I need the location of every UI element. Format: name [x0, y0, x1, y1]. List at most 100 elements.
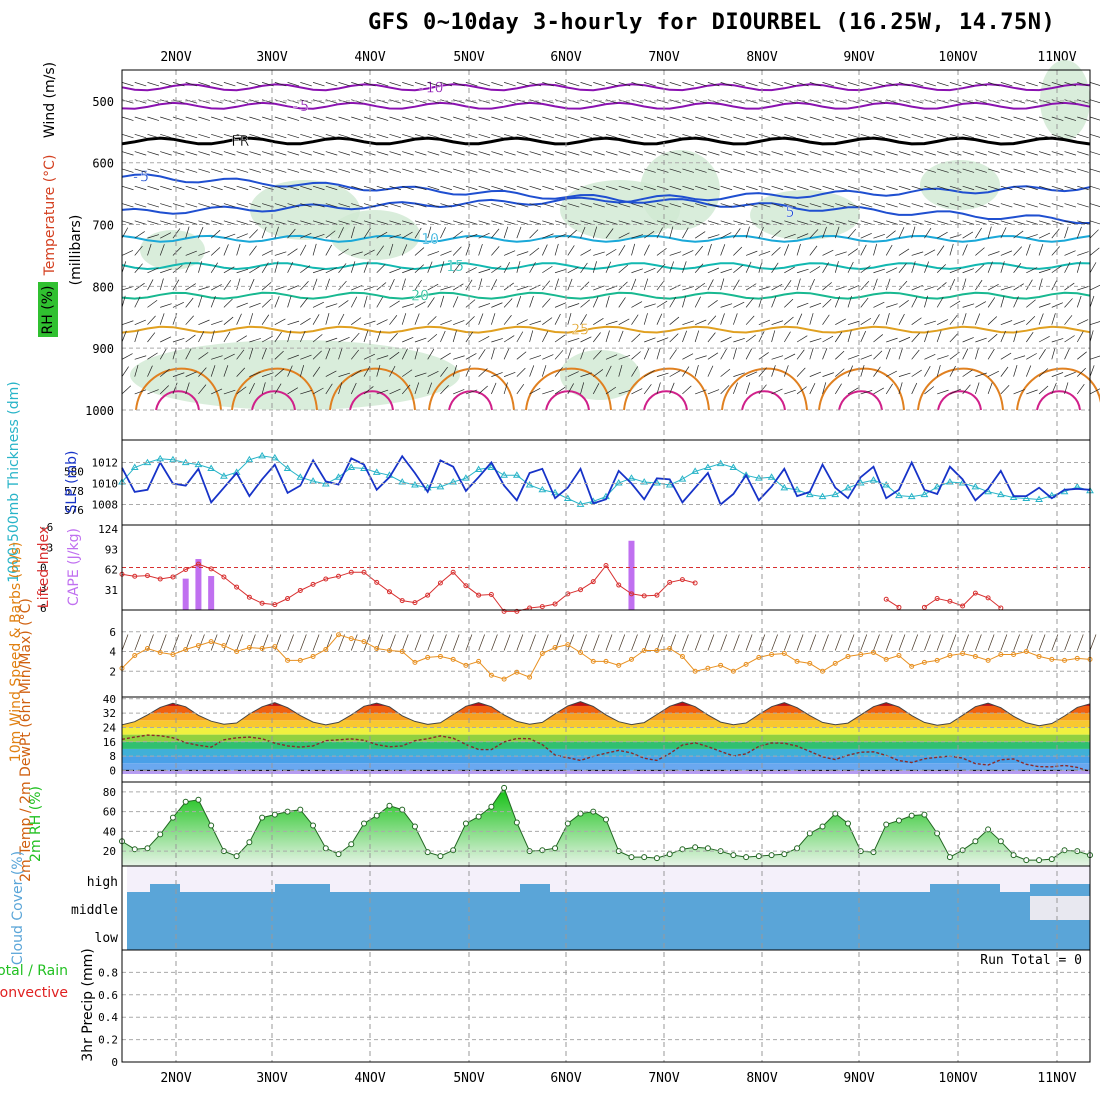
- wind-barb: [656, 347, 661, 360]
- wind-barb: [312, 82, 325, 87]
- wind-barb: [656, 185, 669, 191]
- rh-point: [259, 814, 266, 821]
- wind-barb: [1077, 367, 1086, 377]
- wind-barb: [835, 116, 847, 121]
- wind-barb: [580, 185, 593, 191]
- wind-barb: [860, 99, 873, 104]
- wind-barb: [210, 284, 222, 291]
- wind-barb: [796, 185, 809, 191]
- wind-barb: [338, 133, 351, 139]
- wind-barb: [937, 355, 949, 360]
- wind-barb: [886, 116, 898, 121]
- temp-band: [122, 734, 1090, 742]
- rh-shade: [920, 160, 1000, 210]
- x-tick-label-bottom: 5NOV: [453, 1071, 484, 1086]
- wind-barb: [592, 332, 601, 343]
- wind-speed-point: [820, 668, 826, 674]
- wind-barb: [873, 366, 881, 377]
- wind-barb: [605, 295, 610, 308]
- wind-barb: [440, 250, 452, 256]
- wind-barb: [440, 384, 449, 395]
- y-tick-label: 580: [64, 465, 84, 478]
- wind-barb: [771, 388, 783, 395]
- wind-barb: [822, 249, 834, 256]
- wind-barb: [924, 353, 936, 360]
- wind-barb: [172, 337, 185, 343]
- wind-barb: [669, 133, 682, 139]
- wind-barb: [274, 251, 287, 256]
- wind-barb: [134, 133, 147, 139]
- y-tick-label: 4: [109, 646, 116, 659]
- wind-barb: [643, 634, 651, 651]
- wind-barb: [1013, 330, 1018, 343]
- wind-barb: [351, 82, 363, 87]
- temp-band: [122, 741, 1090, 749]
- wind-barb: [644, 303, 656, 308]
- wind-barb: [427, 297, 435, 308]
- wind-barb: [554, 185, 567, 191]
- wind-barb: [758, 352, 769, 360]
- wind-speed-point: [909, 663, 915, 669]
- wind-barb: [758, 133, 771, 139]
- wind-barb: [478, 385, 488, 395]
- y-tick-label: 2: [109, 665, 116, 678]
- wind-barb: [160, 232, 172, 239]
- wind-barb: [134, 220, 147, 225]
- wind-barb: [299, 634, 307, 651]
- wind-barb: [707, 267, 720, 274]
- wind-barb: [911, 226, 916, 239]
- wind-barb: [669, 82, 682, 87]
- wind-barb: [758, 319, 771, 326]
- wind-barb: [376, 185, 389, 191]
- wind-barb: [274, 185, 287, 191]
- wind-barb: [1026, 234, 1038, 239]
- wind-barb: [274, 116, 287, 121]
- wind-barb: [873, 99, 886, 104]
- ylabel-temp2m: 2m Temp / 2m DewPt (6hr Min/Max) (°C): [18, 598, 34, 882]
- wind-barb: [1051, 168, 1064, 173]
- wind-barb: [147, 220, 160, 225]
- wind-barb: [478, 243, 483, 256]
- wind-barb: [249, 203, 261, 208]
- wind-barb: [834, 296, 840, 308]
- wind-barb: [223, 133, 236, 139]
- wind-speed-point: [883, 656, 889, 662]
- wind-barb: [249, 185, 261, 191]
- wind-barb: [1013, 365, 1018, 377]
- cape-bar: [182, 578, 189, 610]
- wind-barb: [554, 243, 559, 256]
- wind-barb: [631, 82, 644, 87]
- wind-barb: [453, 185, 465, 191]
- wind-barb: [886, 133, 898, 139]
- wind-barb: [503, 226, 509, 239]
- wind-barb: [809, 266, 821, 274]
- wind-barb: [1026, 220, 1038, 225]
- wind-barb: [223, 389, 236, 395]
- wind-barb: [618, 82, 631, 87]
- wind-barb: [580, 314, 587, 325]
- wind-barb: [1077, 133, 1089, 139]
- x-tick-label-bottom: 4NOV: [354, 1071, 385, 1086]
- wind-barb: [172, 301, 184, 308]
- wind-barb: [198, 251, 210, 256]
- wind-barb: [644, 151, 656, 156]
- wind-barb: [249, 116, 261, 121]
- wind-barb: [949, 99, 962, 104]
- wind-barb: [491, 116, 503, 121]
- wind-barb: [147, 99, 160, 104]
- wind-barb: [236, 302, 248, 308]
- wind-barb: [185, 168, 198, 173]
- wind-barb: [567, 266, 579, 274]
- wind-barb: [924, 386, 935, 395]
- wind-barb: [325, 82, 338, 87]
- wind-barb: [656, 227, 663, 239]
- thickness-point: [665, 480, 674, 488]
- wind-barb: [873, 151, 886, 156]
- wind-barb: [669, 284, 681, 291]
- wind-barb: [542, 354, 554, 360]
- thickness-point: [462, 474, 470, 481]
- wind-barb: [847, 634, 855, 651]
- lifted-index-point: [208, 566, 214, 572]
- wind-barb: [975, 634, 982, 651]
- lifted-index-line: [121, 563, 1002, 612]
